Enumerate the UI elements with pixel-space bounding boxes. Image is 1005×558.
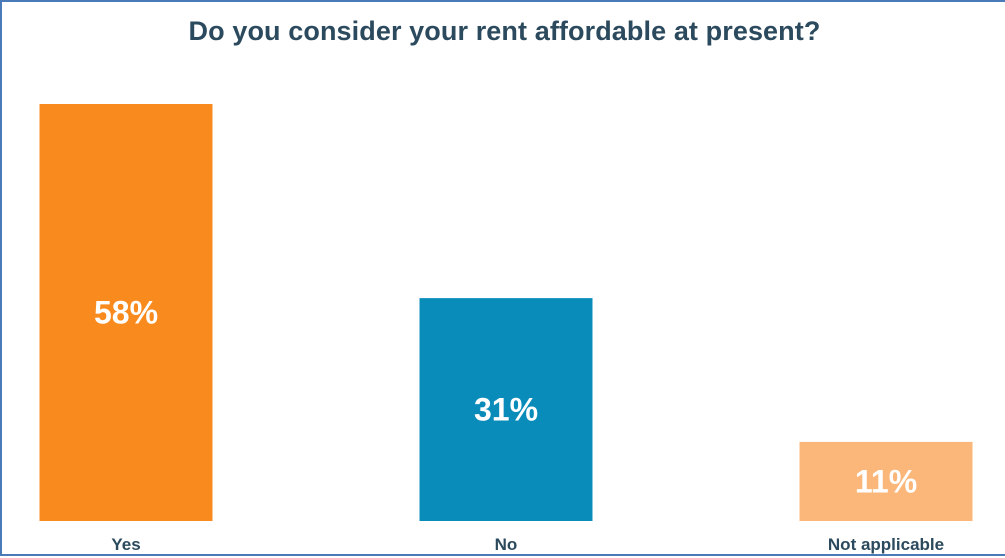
chart-title: Do you consider your rent affordable at … [188,16,821,46]
bar-value-label: 31% [474,392,538,428]
bar-no [419,298,593,521]
bar-value-label: 11% [855,463,917,499]
bar-yes [39,104,213,521]
category-label: Not applicable [828,535,944,554]
bar-value-label: 58% [94,295,158,331]
bar-not-applicable [799,441,973,521]
category-label: No [495,535,518,554]
category-label: Yes [111,535,140,554]
